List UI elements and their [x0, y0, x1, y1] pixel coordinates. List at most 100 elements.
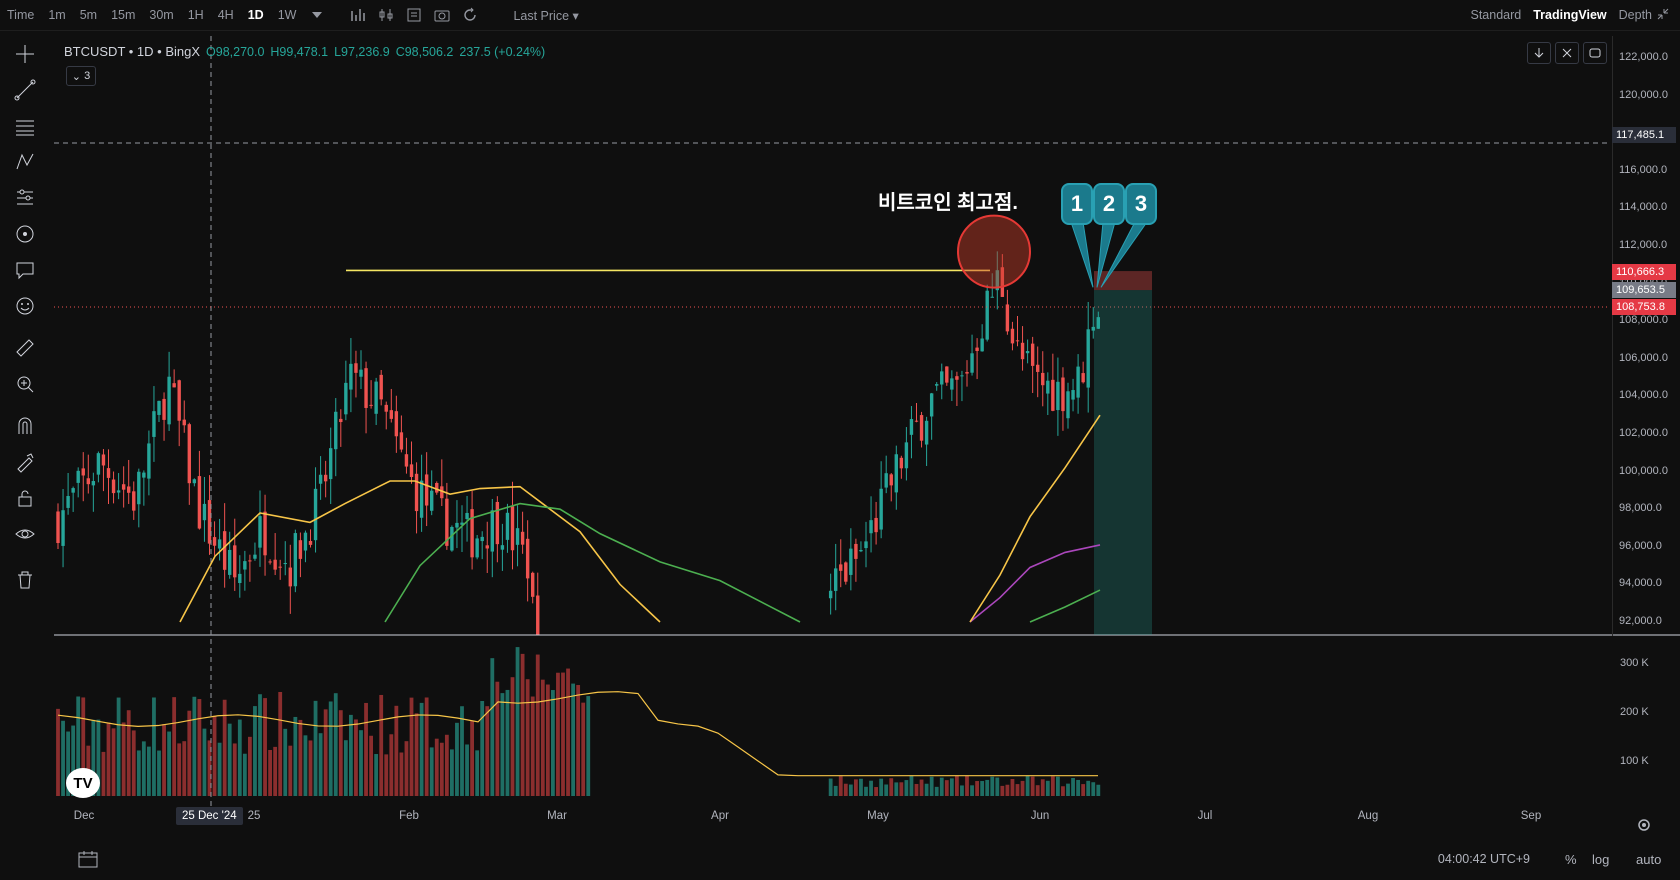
candle-body	[884, 473, 888, 488]
marker-1[interactable]: 1	[1061, 183, 1093, 225]
candle-body	[465, 512, 469, 520]
marker-2[interactable]: 2	[1093, 183, 1125, 225]
trash-icon[interactable]	[0, 562, 50, 598]
candle-body	[460, 522, 464, 525]
volume-bar	[561, 672, 565, 796]
auto-toggle[interactable]: auto	[1636, 852, 1662, 867]
volume-bar	[162, 724, 166, 796]
candle-body	[485, 545, 489, 549]
volume-bar	[970, 785, 974, 796]
candle-body	[293, 533, 298, 587]
marker-3[interactable]: 3	[1125, 183, 1157, 225]
ruler-icon[interactable]	[0, 330, 50, 366]
candle-body	[1086, 329, 1090, 388]
candle-body	[177, 380, 181, 421]
volume-bar	[1020, 780, 1025, 796]
volume-bar	[1091, 782, 1096, 796]
lock-icon[interactable]	[0, 480, 50, 516]
candle-body	[975, 347, 979, 351]
price-tick: 122,000.0	[1619, 51, 1668, 63]
download-icon[interactable]	[1527, 42, 1551, 64]
brush-icon[interactable]	[0, 216, 50, 252]
projection-icon[interactable]	[0, 180, 50, 216]
volume-bar	[444, 734, 449, 796]
refresh-icon[interactable]	[461, 6, 479, 24]
pattern-icon[interactable]	[0, 144, 50, 180]
time-tick: Sep	[1520, 810, 1542, 822]
tf-1h[interactable]: 1H	[187, 8, 204, 22]
candle-body	[399, 432, 404, 450]
crosshair-icon[interactable]	[0, 36, 50, 72]
settings-icon[interactable]	[1637, 818, 1651, 835]
candle-body	[344, 382, 348, 415]
volume-bar	[268, 749, 272, 796]
date-range-icon[interactable]	[78, 850, 98, 871]
chart-type-icon[interactable]	[349, 6, 367, 24]
candle-body	[445, 498, 449, 546]
current-price-value: 108,753.8	[1612, 299, 1676, 315]
template-icon[interactable]	[405, 6, 423, 24]
fullscreen-icon[interactable]	[1583, 42, 1607, 64]
tf-5m[interactable]: 5m	[79, 8, 98, 22]
eye-icon[interactable]	[0, 516, 50, 552]
candle-body	[157, 400, 161, 415]
volume-bar	[980, 781, 985, 796]
volume-bar	[318, 733, 323, 796]
candle-body	[440, 486, 444, 499]
log-toggle[interactable]: log	[1592, 852, 1610, 867]
collapse-icon[interactable]	[1656, 7, 1670, 24]
tradingview-logo[interactable]: TV	[66, 768, 100, 798]
volume-bar	[545, 684, 550, 796]
emoji-icon[interactable]	[0, 288, 50, 324]
time-tick: Jun	[1030, 810, 1050, 822]
tf-30m[interactable]: 30m	[149, 8, 174, 22]
candle-body	[1081, 373, 1085, 383]
volume-bar	[81, 697, 86, 796]
volume-bar	[212, 715, 217, 796]
view-tradingview[interactable]: TradingView	[1533, 8, 1607, 22]
candle-body	[359, 369, 363, 377]
volume-bar	[207, 740, 212, 796]
draw-mode-icon[interactable]	[0, 444, 50, 480]
trendline-icon[interactable]	[0, 72, 50, 108]
tf-time[interactable]: Time	[7, 8, 35, 22]
candle-body	[520, 531, 525, 545]
percent-toggle[interactable]: %	[1565, 852, 1577, 867]
indicators-icon[interactable]	[377, 6, 395, 24]
tf-1w[interactable]: 1W	[277, 8, 297, 22]
tf-15m[interactable]: 15m	[111, 8, 136, 22]
tf-1d[interactable]: 1D	[247, 8, 264, 22]
price-type-select[interactable]: Last Price ▾	[506, 8, 585, 23]
annotation-text[interactable]: 비트코인 최고점.	[878, 192, 1018, 214]
price-type-label: Last Price	[513, 8, 570, 23]
fib-icon[interactable]	[0, 108, 50, 144]
tf-1m[interactable]: 1m	[48, 8, 66, 22]
volume-bar	[167, 731, 171, 796]
collapse-pane-icon[interactable]	[1555, 42, 1579, 64]
symbol-label[interactable]: BTCUSDT • 1D • BingX	[64, 44, 201, 59]
view-depth[interactable]: Depth	[1618, 8, 1652, 22]
utc-clock[interactable]: 04:00:42 UTC+9	[1437, 852, 1530, 866]
chevron-down-icon[interactable]	[308, 6, 326, 24]
time-tick: May	[867, 810, 889, 822]
volume-bar	[394, 705, 399, 796]
volume-bar	[298, 719, 303, 796]
price-tick: 120,000.0	[1619, 88, 1668, 101]
volume-bar	[1015, 784, 1020, 796]
candle-body	[66, 496, 70, 508]
volume-bar	[480, 700, 485, 796]
camera-icon[interactable]	[433, 6, 451, 24]
price-axis[interactable]: 122,000.0120,000.0118,000.0116,000.0114,…	[1612, 36, 1680, 636]
time-axis[interactable]: Dec 25 Feb Mar Apr May Jun Jul Aug Sep 25 Dec '24	[54, 807, 1610, 832]
tf-4h[interactable]: 4H	[217, 8, 234, 22]
view-standard[interactable]: Standard	[1470, 8, 1522, 22]
volume-bar	[283, 728, 288, 796]
magnet-icon[interactable]	[0, 408, 50, 444]
candle-body	[1066, 391, 1070, 419]
indicators-toggle[interactable]: ⌄ 3	[66, 66, 96, 86]
candle-body	[1015, 340, 1020, 342]
text-icon[interactable]	[0, 252, 50, 288]
zoom-icon[interactable]	[0, 366, 50, 402]
candle-body	[303, 532, 308, 551]
